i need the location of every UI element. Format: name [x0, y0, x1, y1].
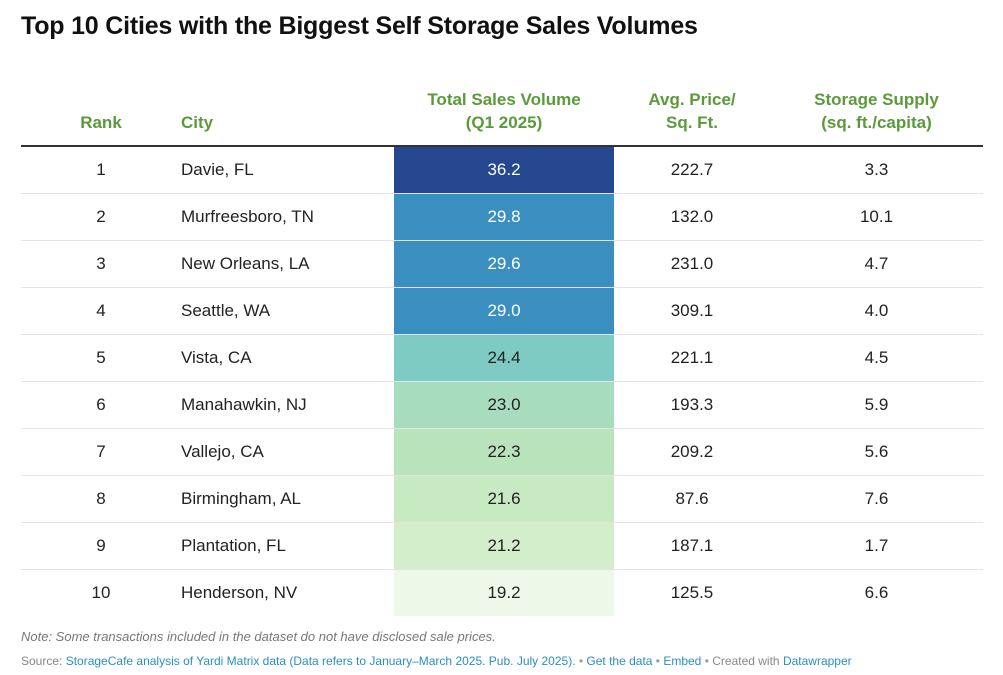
sales-volume-heat-cell: 22.3: [394, 429, 614, 475]
storage-supply-cell: 5.6: [770, 428, 983, 476]
table-row: 5 Vista, CA 24.4 221.1 4.5: [21, 334, 983, 382]
rank-cell: 7: [21, 428, 181, 476]
table-row: 6 Manahawkin, NJ 23.0 193.3 5.9: [21, 381, 983, 429]
avg-price-cell: 209.2: [614, 428, 770, 476]
storage-supply-cell: 7.6: [770, 475, 983, 523]
avg-price-cell: 222.7: [614, 146, 770, 194]
storage-supply-header-line1: Storage Supply: [814, 90, 939, 109]
city-cell: New Orleans, LA: [181, 240, 394, 288]
storage-supply-cell: 1.7: [770, 522, 983, 570]
storage-supply-cell: 10.1: [770, 193, 983, 241]
source-line: Source: StorageCafe analysis of Yardi Ma…: [21, 654, 852, 668]
separator: •: [652, 654, 664, 668]
sales-volume-heat-cell: 29.8: [394, 194, 614, 240]
city-cell: Vista, CA: [181, 334, 394, 382]
avg-price-cell: 132.0: [614, 193, 770, 241]
city-cell: Seattle, WA: [181, 287, 394, 335]
table-row: 4 Seattle, WA 29.0 309.1 4.0: [21, 287, 983, 335]
rank-cell: 8: [21, 475, 181, 523]
sales-volume-header-line1: Total Sales Volume: [427, 90, 581, 109]
city-cell: Murfreesboro, TN: [181, 193, 394, 241]
separator: •: [575, 654, 587, 668]
storage-supply-cell: 4.7: [770, 240, 983, 288]
rank-cell: 5: [21, 334, 181, 382]
source-label: Source:: [21, 654, 66, 668]
table-row: 8 Birmingham, AL 21.6 87.6 7.6: [21, 475, 983, 523]
embed-link[interactable]: Embed: [663, 654, 702, 668]
sales-volume-heat-cell: 24.4: [394, 335, 614, 381]
sales-volume-heat-cell: 19.2: [394, 570, 614, 616]
chart-title: Top 10 Cities with the Biggest Self Stor…: [21, 12, 698, 40]
avg-price-header-line2: Sq. Ft.: [666, 113, 718, 132]
column-header-storage-supply[interactable]: Storage Supply (sq. ft./capita): [770, 74, 983, 147]
sales-volume-cell: 21.6: [394, 475, 614, 523]
avg-price-cell: 187.1: [614, 522, 770, 570]
sales-volume-heat-cell: 29.0: [394, 288, 614, 334]
table-row: 3 New Orleans, LA 29.6 231.0 4.7: [21, 240, 983, 288]
city-cell: Henderson, NV: [181, 583, 298, 602]
sales-volume-cell: 21.2: [394, 522, 614, 570]
sales-volume-cell: 22.3: [394, 428, 614, 476]
table-row: 7 Vallejo, CA 22.3 209.2 5.6: [21, 428, 983, 476]
sales-volume-heat-cell: 23.0: [394, 382, 614, 428]
sales-volume-cell: 23.0: [394, 381, 614, 429]
city-cell: Manahawkin, NJ: [181, 381, 394, 429]
storage-supply-cell: 6.6: [864, 583, 889, 602]
avg-price-cell: 221.1: [614, 334, 770, 382]
city-cell: Vallejo, CA: [181, 428, 394, 476]
avg-price-cell: 87.6: [614, 475, 770, 523]
city-cell: Birmingham, AL: [181, 475, 394, 523]
table-body: 1 Davie, FL 36.2 222.7 3.3 2 Murfreesboro, TN 2…: [21, 146, 983, 616]
sales-volume-heat-cell: 21.6: [394, 476, 614, 522]
sales-volume-cell: 36.2: [394, 146, 614, 194]
storage-supply-cell: 4.5: [770, 334, 983, 382]
storage-supply-cell: 5.9: [770, 381, 983, 429]
storage-supply-cell: 4.0: [770, 287, 983, 335]
sales-volume-cell: 24.4: [394, 334, 614, 382]
avg-price-cell: 231.0: [614, 240, 770, 288]
table-row: 9 Plantation, FL 21.2 187.1 1.7: [21, 522, 983, 570]
separator: •: [701, 654, 713, 668]
created-with-label: Created with: [712, 654, 783, 668]
sales-volume-cell: 29.6: [394, 240, 614, 288]
city-cell: Davie, FL: [181, 146, 394, 194]
rank-cell: 1: [21, 146, 181, 194]
sales-volume-cell: 29.8: [394, 193, 614, 241]
sales-volume-heat-cell: 21.2: [394, 523, 614, 569]
avg-price-cell: 309.1: [614, 287, 770, 335]
data-table: Rank City Total Sales Volume (Q1 2025) A…: [21, 74, 983, 616]
sales-volume-heat-cell: 29.6: [394, 241, 614, 287]
rank-cell: 3: [21, 240, 181, 288]
sales-volume-header-line2: (Q1 2025): [465, 113, 543, 132]
column-header-sales-volume[interactable]: Total Sales Volume (Q1 2025): [394, 74, 614, 147]
storage-supply-header-line2: (sq. ft./capita): [821, 113, 932, 132]
get-the-data-link[interactable]: Get the data: [586, 654, 653, 668]
avg-price-header-line1: Avg. Price/: [648, 90, 736, 109]
table-row: 1 Davie, FL 36.2 222.7 3.3: [21, 146, 983, 194]
rank-cell: 9: [21, 522, 181, 570]
avg-price-cell: 193.3: [614, 381, 770, 429]
rank-cell: 2: [21, 193, 181, 241]
rank-cell: 6: [21, 381, 181, 429]
source-link[interactable]: StorageCafe analysis of Yardi Matrix dat…: [65, 654, 576, 668]
header-row: Rank City Total Sales Volume (Q1 2025) A…: [21, 74, 983, 147]
sales-volume-cell: 29.0: [394, 287, 614, 335]
sales-volume-heat-cell: 36.2: [394, 147, 614, 193]
rank-cell: 4: [21, 287, 181, 335]
rank-cell: 10: [91, 583, 111, 602]
sales-volume-cell: 19.2: [394, 570, 614, 616]
datawrapper-link[interactable]: Datawrapper: [782, 654, 852, 668]
column-header-rank[interactable]: Rank: [21, 74, 181, 147]
footnote: Note: Some transactions included in the …: [21, 629, 496, 644]
city-cell: Plantation, FL: [181, 522, 394, 570]
column-header-avg-price[interactable]: Avg. Price/ Sq. Ft.: [614, 74, 770, 147]
avg-price-cell: 125.5: [670, 583, 714, 602]
table-row: 10 Henderson, NV 19.2 125.5 6.6: [21, 570, 983, 616]
column-header-city[interactable]: City: [181, 74, 394, 147]
storage-supply-cell: 3.3: [770, 146, 983, 194]
table-row: 2 Murfreesboro, TN 29.8 132.0 10.1: [21, 193, 983, 241]
